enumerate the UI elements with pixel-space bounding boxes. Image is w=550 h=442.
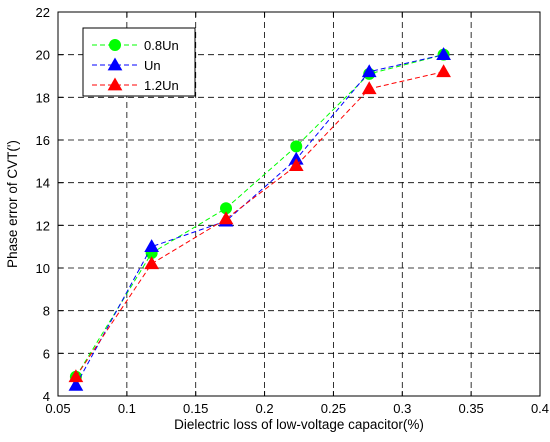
series-1-2un [68,64,451,383]
data-point-1-2un [361,81,377,95]
tick-marks [57,11,541,397]
y-tick-label: 6 [43,346,50,361]
legend-item-un: Un [92,57,161,73]
series-line-un [75,54,444,386]
x-tick-label: 0.3 [393,401,411,416]
legend-item-0-8un: 0.8Un [92,38,179,53]
y-tick-labels: 4 6 8 10 12 14 16 18 20 22 [36,5,50,404]
legend-label-un: Un [144,58,161,73]
data-point-1-2un [436,64,451,78]
x-tick-label: 0.4 [531,401,549,416]
grid-lines [58,12,540,396]
y-tick-label: 4 [43,389,50,404]
x-tick-label: 0.05 [45,401,70,416]
y-tick-label: 12 [36,218,50,233]
x-tick-label: 0.35 [458,401,483,416]
y-tick-label: 10 [36,261,50,276]
y-tick-label: 18 [36,90,50,105]
legend-marker-1-2un [107,77,123,91]
y-axis-label: Phase error of CVT(') [5,140,20,268]
series-un [68,47,451,391]
y-tick-label: 14 [36,176,50,191]
series-line-1-2un [75,71,444,378]
data-point-1-2un [218,211,234,225]
data-point-1-2un [68,369,84,383]
x-tick-label: 0.25 [321,401,346,416]
legend-marker-un [107,57,123,71]
legend: 0.8Un Un 1.2Un [82,27,196,97]
series-layer [68,47,451,391]
legend-label-0-8un: 0.8Un [144,38,179,53]
plot-frame [57,11,541,397]
x-tick-label: 0.15 [183,401,208,416]
y-tick-label: 16 [36,133,50,148]
x-tick-labels: 0.05 0.1 0.15 0.2 0.25 0.3 0.35 0.4 [45,401,549,416]
data-point-un [436,47,451,61]
x-tick-label: 0.2 [256,401,274,416]
y-tick-label: 22 [36,5,50,20]
data-point-1-2un [288,158,304,171]
y-tick-label: 20 [36,48,50,63]
x-axis-label: Dielectric loss of low-voltage capacitor… [174,417,424,432]
legend-marker-0-8un [109,39,121,51]
data-point-un [68,377,84,391]
data-point-1-2un [144,256,160,270]
data-point-un [144,239,160,253]
data-point-0-8un [290,140,303,153]
x-tick-label: 0.1 [118,401,136,416]
data-point-un [361,64,377,78]
series-line-0-8un [75,54,444,378]
legend-item-1-2un: 1.2Un [92,77,179,93]
y-tick-label: 8 [43,304,50,319]
legend-label-1-2un: 1.2Un [144,78,179,93]
